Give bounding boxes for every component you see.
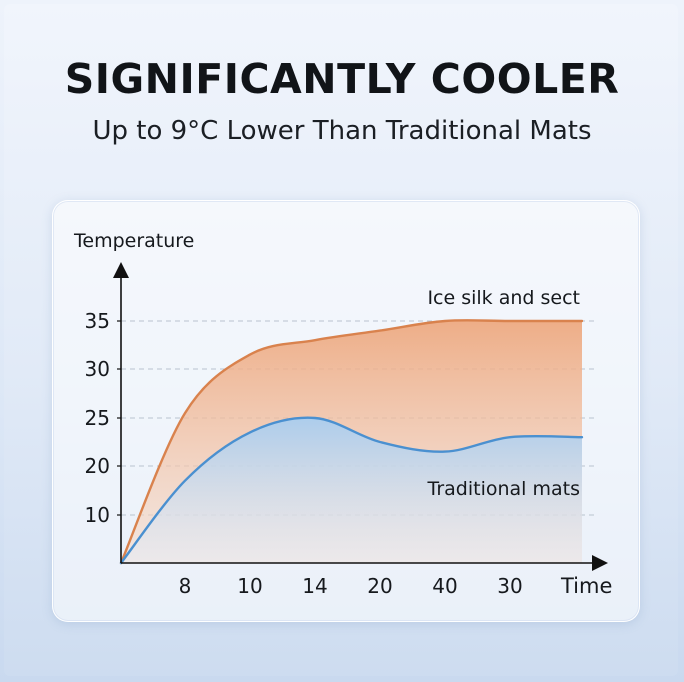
x-tick-label: 40 (432, 574, 457, 598)
y-tick-label: 30 (85, 357, 110, 381)
page-title: SIGNIFICANTLY COOLER (64, 55, 620, 103)
y-axis-label: Temperature (73, 230, 194, 252)
y-tick-label: 35 (85, 309, 110, 333)
x-tick-label: 8 (179, 574, 192, 598)
x-tick-label: 30 (497, 574, 522, 598)
x-tick-label: 14 (302, 574, 327, 598)
x-tick-label: 20 (367, 574, 392, 598)
series-line-traditional (119, 416, 584, 565)
x-axis-label: Time (560, 574, 612, 598)
y-tick-label: 10 (85, 503, 110, 527)
y-tick-label: 20 (85, 454, 110, 478)
series-label-traditional: Traditional mats (427, 478, 580, 500)
series-line-ice-silk (119, 319, 584, 565)
series-label-ice-silk: Ice silk and sect (427, 287, 580, 309)
x-tick-label: 10 (237, 574, 262, 598)
y-tick-label: 25 (85, 406, 110, 430)
series-area-traditional (121, 417, 582, 563)
page-subtitle: Up to 9°C Lower Than Traditional Mats (92, 116, 592, 146)
